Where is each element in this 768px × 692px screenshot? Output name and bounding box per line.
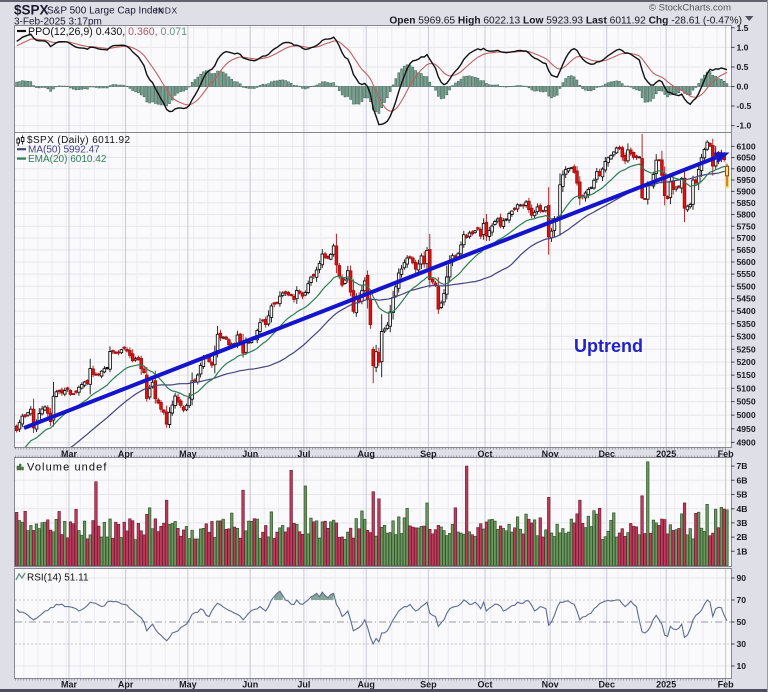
svg-text:Aug: Aug — [357, 449, 375, 459]
svg-text:5650: 5650 — [737, 245, 756, 255]
svg-text:70: 70 — [737, 595, 747, 605]
svg-text:5350: 5350 — [737, 319, 756, 329]
svg-text:90: 90 — [737, 573, 747, 583]
svg-text:Open 5969.65 High 6022.13 Low: Open 5969.65 High 6022.13 Low 5923.93 La… — [389, 16, 742, 27]
svg-text:7B: 7B — [737, 461, 748, 471]
svg-text:5200: 5200 — [737, 357, 756, 367]
svg-text:5000: 5000 — [737, 410, 756, 420]
svg-text:5950: 5950 — [737, 175, 756, 185]
svg-text:Oct: Oct — [477, 679, 492, 689]
svg-text:5450: 5450 — [737, 294, 756, 304]
svg-text:5900: 5900 — [737, 187, 756, 197]
svg-text:1B: 1B — [737, 546, 748, 556]
svg-text:-0.5: -0.5 — [737, 101, 752, 111]
svg-text:5300: 5300 — [737, 332, 756, 342]
svg-text:3B: 3B — [737, 518, 748, 528]
svg-text:Nov: Nov — [542, 449, 559, 459]
svg-text:Apr: Apr — [118, 679, 134, 689]
svg-text:$SPX (Daily) 6011.92: $SPX (Daily) 6011.92 — [27, 135, 130, 146]
svg-text:5850: 5850 — [737, 198, 756, 208]
svg-text:Feb: Feb — [718, 679, 735, 689]
svg-text:Sep: Sep — [420, 679, 437, 689]
svg-text:Jul: Jul — [297, 679, 310, 689]
svg-text:1.0: 1.0 — [737, 43, 749, 53]
svg-text:Volume undef: Volume undef — [27, 462, 107, 474]
svg-text:5B: 5B — [737, 490, 748, 500]
svg-text:Mar: Mar — [61, 449, 78, 459]
svg-text:Jul: Jul — [297, 449, 310, 459]
svg-text:May: May — [179, 449, 197, 459]
svg-text:Jun: Jun — [242, 679, 258, 689]
svg-text:RSI(14) 51.11: RSI(14) 51.11 — [27, 573, 89, 584]
svg-text:Dec: Dec — [598, 679, 615, 689]
svg-text:0.0: 0.0 — [737, 82, 749, 92]
svg-text:1.5: 1.5 — [737, 23, 749, 33]
svg-text:© StockCharts.com: © StockCharts.com — [649, 3, 731, 14]
svg-text:2025: 2025 — [656, 679, 676, 689]
svg-text:Mar: Mar — [61, 679, 78, 689]
svg-text:5800: 5800 — [737, 210, 756, 220]
svg-text:5500: 5500 — [737, 281, 756, 291]
svg-text:5750: 5750 — [737, 221, 756, 231]
svg-text:EMA(20) 6010.42: EMA(20) 6010.42 — [28, 154, 107, 165]
svg-text:Dec: Dec — [598, 449, 615, 459]
svg-text:5100: 5100 — [737, 383, 756, 393]
svg-text:6000: 6000 — [737, 164, 756, 174]
svg-text:$SPX: $SPX — [14, 3, 49, 18]
svg-text:MA(50) 5992.47: MA(50) 5992.47 — [28, 145, 100, 156]
svg-text:PPO(12,26,9) 0.430, 0.360, 0.0: PPO(12,26,9) 0.430, 0.360, 0.071 — [28, 26, 187, 38]
svg-text:4900: 4900 — [737, 438, 756, 448]
svg-text:Uptrend: Uptrend — [574, 336, 643, 356]
svg-text:Apr: Apr — [118, 449, 134, 459]
svg-text:3-Feb-2025 3:17pm: 3-Feb-2025 3:17pm — [14, 17, 102, 28]
svg-text:S&P 500 Large Cap Index: S&P 500 Large Cap Index — [47, 6, 163, 17]
svg-text:5550: 5550 — [737, 269, 756, 279]
svg-text:2B: 2B — [737, 532, 748, 542]
svg-text:5250: 5250 — [737, 344, 756, 354]
svg-text:2025: 2025 — [656, 449, 676, 459]
svg-text:0.5: 0.5 — [737, 62, 749, 72]
svg-text:Nov: Nov — [542, 679, 559, 689]
svg-text:Jun: Jun — [242, 449, 258, 459]
svg-text:50: 50 — [737, 617, 747, 627]
svg-text:6B: 6B — [737, 475, 748, 485]
svg-text:May: May — [179, 679, 197, 689]
svg-text:-1.0: -1.0 — [737, 121, 752, 131]
svg-text:Feb: Feb — [718, 449, 735, 459]
svg-text:10: 10 — [737, 661, 747, 671]
svg-text:4B: 4B — [737, 504, 748, 514]
svg-text:Sep: Sep — [420, 449, 437, 459]
svg-text:6100: 6100 — [737, 142, 756, 152]
svg-text:Aug: Aug — [357, 679, 375, 689]
svg-text:Oct: Oct — [477, 449, 492, 459]
svg-text:30: 30 — [737, 639, 747, 649]
svg-text:5700: 5700 — [737, 233, 756, 243]
svg-text:5150: 5150 — [737, 370, 756, 380]
svg-text:5400: 5400 — [737, 306, 756, 316]
svg-text:INDX: INDX — [155, 6, 178, 16]
svg-text:5050: 5050 — [737, 397, 756, 407]
svg-text:6050: 6050 — [737, 153, 756, 163]
svg-text:5600: 5600 — [737, 257, 756, 267]
svg-text:4950: 4950 — [737, 424, 756, 434]
